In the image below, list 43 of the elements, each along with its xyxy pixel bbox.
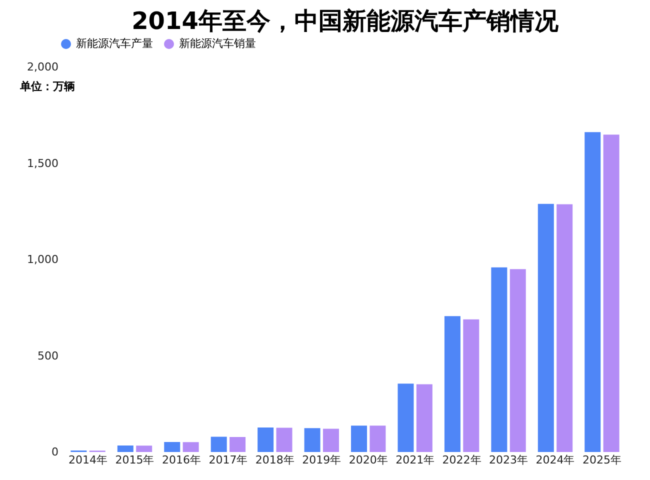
bar (322, 428, 339, 452)
bar (491, 267, 508, 452)
bar (603, 134, 620, 452)
x-tick-label: 2022年 (442, 454, 482, 466)
bar (230, 436, 246, 452)
y-tick-label: 0 (52, 446, 58, 458)
y-tick-label: 1,000 (27, 253, 58, 266)
bar (276, 428, 292, 452)
x-tick-label: 2015年 (115, 454, 154, 466)
y-tick-label: 2,000 (27, 60, 58, 74)
legend-label: 新能源汽车产量 (76, 37, 153, 50)
x-tick-label: 2014年 (68, 454, 108, 466)
bar (164, 442, 180, 452)
bar (444, 316, 460, 452)
bar (538, 204, 554, 452)
bar (304, 428, 320, 452)
annotation: 单位：万辆 (19, 80, 75, 93)
x-tick-label: 2025年 (582, 454, 622, 466)
y-tick-label: 500 (38, 349, 58, 362)
x-tick-label: 2024年 (536, 454, 575, 466)
bar (210, 436, 227, 452)
bar (416, 384, 432, 452)
bar (370, 426, 386, 452)
x-tick-label: 2020年 (348, 454, 388, 466)
bar (510, 269, 526, 452)
x-tick-label: 2017年 (208, 454, 248, 466)
bar (136, 446, 152, 452)
legend-label: 新能源汽车销量 (179, 37, 256, 50)
bar (117, 445, 134, 452)
y-tick-label: 1,500 (27, 156, 58, 170)
bar (258, 428, 274, 452)
bar (351, 426, 368, 452)
bar (584, 132, 601, 452)
bar (398, 384, 414, 452)
x-tick-label: 2021年 (396, 454, 435, 466)
chart-title: 2014年至今，中国新能源汽车产销情况 (132, 7, 560, 35)
x-tick-label: 2018年 (255, 454, 294, 466)
bar (182, 442, 199, 452)
x-tick-label: 2016年 (162, 454, 201, 466)
bar (556, 204, 573, 452)
x-tick-label: 2023年 (489, 454, 528, 466)
bar (463, 319, 480, 452)
x-tick-label: 2019年 (302, 454, 342, 466)
